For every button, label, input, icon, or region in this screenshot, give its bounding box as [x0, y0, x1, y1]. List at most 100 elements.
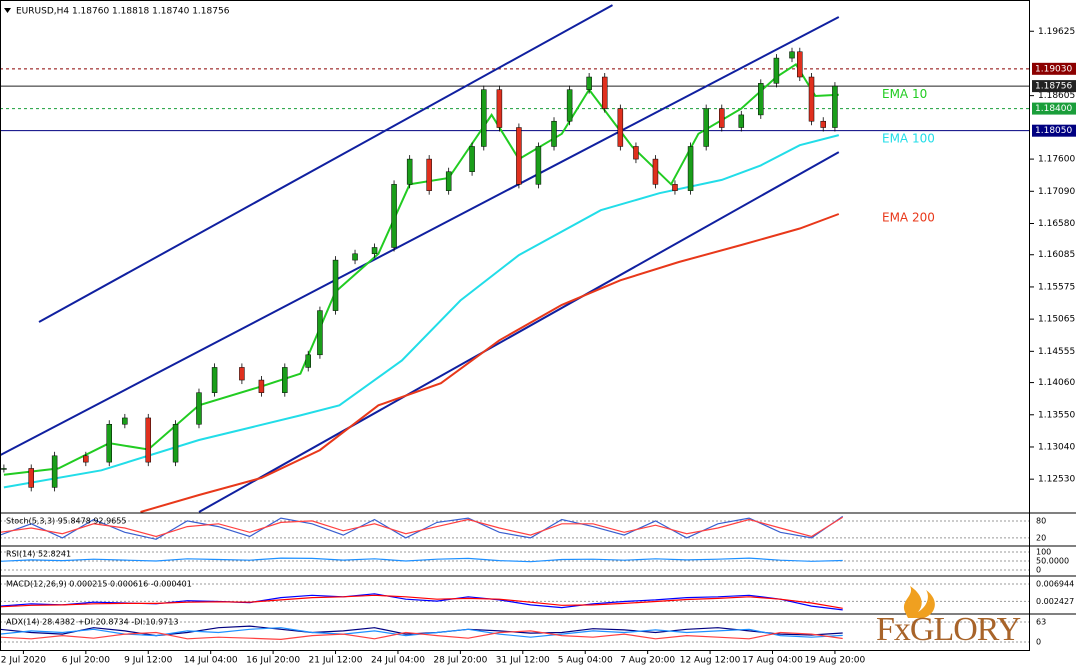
candle [719, 108, 725, 128]
price-level-label: 1.18050 [1035, 126, 1072, 136]
candle [469, 146, 475, 172]
candle [832, 85, 838, 128]
indicator-line [0, 630, 843, 641]
candle [586, 76, 592, 90]
candle [239, 367, 245, 381]
indicator-line [0, 516, 844, 538]
candle [83, 455, 89, 463]
candle [481, 89, 487, 147]
panel-title: MACD(12,26,9) 0.000215 0.000616 -0.00040… [6, 580, 192, 589]
ema-line [3, 134, 840, 489]
y-tick-label: 1.12530 [1038, 475, 1075, 485]
panel-title: Stoch(5,3,3) 95.8478 92.9655 [6, 517, 126, 526]
candle [808, 76, 815, 122]
y-tick-label: 1.18605 [1038, 91, 1075, 101]
candle [797, 51, 803, 78]
candle [758, 83, 764, 116]
legend-label: EMA 200 [882, 211, 935, 225]
x-tick-label: 2 Jul 2020 [1, 656, 46, 666]
candle [535, 146, 542, 185]
candle [633, 146, 639, 160]
y-tick-label: 1.19625 [1038, 27, 1075, 37]
panel-tick-label: 0.006944 [1036, 579, 1074, 588]
candle [426, 158, 432, 191]
candle [601, 76, 608, 109]
price-level-box [1032, 124, 1076, 137]
candle [773, 57, 780, 84]
candle [820, 120, 826, 128]
y-tick-label: 1.15065 [1038, 315, 1075, 325]
x-tick-label: 9 Jul 12:00 [124, 656, 173, 666]
candle [617, 108, 624, 147]
x-tick-label: 17 Aug 04:00 [742, 656, 803, 666]
candle [516, 127, 522, 185]
y-tick-label: 1.17600 [1038, 155, 1075, 165]
x-tick-label: 14 Jul 04:00 [184, 656, 238, 666]
candle [106, 423, 112, 463]
y-tick-label: 1.14555 [1038, 347, 1075, 357]
chart-header: EURUSD,H4 1.18760 1.18818 1.18740 1.1875… [16, 7, 230, 17]
candle [332, 259, 339, 311]
y-tick-label: 1.16085 [1038, 250, 1075, 260]
candle [738, 114, 745, 128]
candle [566, 89, 573, 122]
candle [371, 247, 378, 255]
x-tick-label: 16 Jul 20:00 [246, 656, 300, 666]
panel-tick-label: 20 [1036, 533, 1046, 542]
panel-title: RSI(14) 52.8241 [6, 550, 71, 559]
candle [1, 468, 7, 470]
price-level-box [1032, 80, 1076, 93]
panel-tick-label: 0 [1036, 565, 1041, 574]
candle [172, 423, 179, 463]
panel-tick-label: 100 [1036, 547, 1051, 556]
plot-area: 1.19625 1.18605 1.17600 1.17090 1.16580 1.160… [0, 4, 1076, 666]
x-tick-label: 24 Jul 04:00 [371, 656, 425, 666]
candle [391, 184, 397, 248]
candle [551, 120, 557, 147]
x-tick-label: 31 Jul 12:00 [496, 656, 550, 666]
panel-tick-label: 0 [1036, 637, 1041, 646]
trend-line [38, 4, 613, 323]
candle [317, 310, 323, 356]
x-tick-label: 7 Aug 20:00 [620, 656, 675, 666]
candle [282, 367, 288, 393]
candle [406, 158, 413, 185]
candle [789, 51, 795, 59]
price-level-label: 1.18756 [1035, 82, 1072, 92]
candle [445, 171, 452, 191]
trend-line [0, 16, 840, 457]
candle [211, 367, 218, 393]
candle [672, 184, 678, 191]
x-tick-label: 12 Aug 12:00 [680, 656, 741, 666]
y-tick-label: 1.16580 [1038, 219, 1075, 229]
candle [305, 354, 311, 368]
x-tick-label: 19 Aug 20:00 [805, 656, 866, 666]
x-tick-label: 5 Aug 04:00 [558, 656, 613, 666]
x-tick-label: 28 Jul 20:00 [433, 656, 487, 666]
ema-line [140, 213, 840, 513]
panel-tick-label: 63 [1036, 618, 1046, 627]
ema-line [3, 63, 839, 476]
y-tick-label: 1.15575 [1038, 282, 1075, 292]
panel-tick-label: 50.0000 [1036, 556, 1069, 565]
frame [0, 0, 1030, 651]
trend-line [198, 151, 840, 513]
price-level-box [1032, 102, 1076, 115]
price-level-label: 1.19030 [1035, 64, 1072, 74]
candle [258, 379, 265, 393]
candle [496, 89, 503, 128]
y-tick-label: 1.17090 [1038, 187, 1075, 197]
y-tick-label: 1.13040 [1038, 442, 1075, 452]
candle [687, 146, 694, 191]
menu-icon [4, 8, 11, 13]
panel-tick-label: 80 [1036, 516, 1046, 525]
legend-label: EMA 10 [882, 87, 927, 101]
x-tick-label: 21 Jul 12:00 [309, 656, 363, 666]
y-tick-label: 1.14060 [1038, 378, 1075, 388]
candle [122, 417, 128, 425]
candle [703, 108, 709, 147]
candle [652, 158, 659, 185]
indicator-line [0, 594, 843, 609]
